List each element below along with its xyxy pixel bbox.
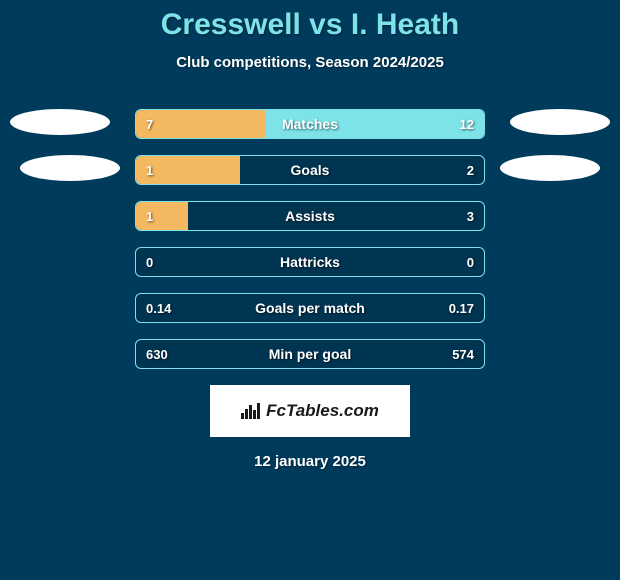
stat-row: 1Goals2 xyxy=(135,155,485,185)
stat-value-right: 12 xyxy=(460,110,474,138)
team-badge-right-1 xyxy=(510,109,610,135)
generation-date: 12 january 2025 xyxy=(0,453,620,470)
team-badge-right-2 xyxy=(500,155,600,181)
stat-row: 0.14Goals per match0.17 xyxy=(135,293,485,323)
stat-row: 630Min per goal574 xyxy=(135,339,485,369)
stat-row: 0Hattricks0 xyxy=(135,247,485,277)
stat-value-right: 3 xyxy=(467,202,474,230)
bar-chart-icon xyxy=(241,403,260,419)
team-badge-left-1 xyxy=(10,109,110,135)
team-badge-left-2 xyxy=(20,155,120,181)
stat-label: Assists xyxy=(136,202,484,230)
stat-value-right: 0.17 xyxy=(449,294,474,322)
player-right-name: I. Heath xyxy=(351,8,459,41)
page-title: Cresswell vs I. Heath xyxy=(0,0,620,42)
stat-row: 7Matches12 xyxy=(135,109,485,139)
stat-value-right: 0 xyxy=(467,248,474,276)
stat-value-right: 574 xyxy=(452,340,474,368)
subtitle: Club competitions, Season 2024/2025 xyxy=(0,54,620,71)
stat-row: 1Assists3 xyxy=(135,201,485,231)
brand-text: FcTables.com xyxy=(266,401,379,421)
brand-link[interactable]: FcTables.com xyxy=(210,385,410,437)
stat-label: Min per goal xyxy=(136,340,484,368)
player-left-name: Cresswell xyxy=(161,8,301,41)
stat-value-right: 2 xyxy=(467,156,474,184)
stat-label: Hattricks xyxy=(136,248,484,276)
stat-label: Goals per match xyxy=(136,294,484,322)
comparison-chart: 7Matches12 1Goals2 1Assists3 0Hattricks0 0.1… xyxy=(0,109,620,369)
stat-label: Matches xyxy=(136,110,484,138)
vs-separator: vs xyxy=(309,8,342,41)
stat-bars: 7Matches12 1Goals2 1Assists3 0Hattricks0 0.1… xyxy=(135,109,485,369)
stat-label: Goals xyxy=(136,156,484,184)
